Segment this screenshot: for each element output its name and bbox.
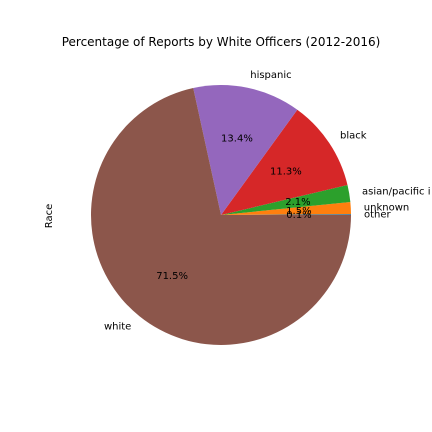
pie-slice-hispanic xyxy=(193,85,298,216)
y-axis-label: Race xyxy=(44,204,55,229)
pct-label-hispanic: 13.4% xyxy=(221,134,253,145)
pct-label-asian-pacific-i: 2.1% xyxy=(285,197,310,208)
slice-label-unknown: unknown xyxy=(364,202,409,213)
chart-title: Percentage of Reports by White Officers … xyxy=(62,35,381,49)
pie-slice-unknown xyxy=(221,201,351,215)
pie-slices xyxy=(91,85,352,346)
slice-label-asian-pacific-i: asian/pacific i xyxy=(362,186,430,197)
pie-slice-asian-pacific-i xyxy=(221,185,351,215)
pie-slice-white xyxy=(91,88,352,346)
pie-slice-black xyxy=(221,109,348,215)
pie-labels: other 0.1% unknown 1.5% asian/pacific i 2.1% b… xyxy=(104,70,431,332)
slice-label-white: white xyxy=(104,321,131,332)
pct-label-black: 11.3% xyxy=(270,167,302,178)
slice-label-black: black xyxy=(340,131,367,142)
pct-label-other: 0.1% xyxy=(286,210,311,221)
pct-label-unknown: 1.5% xyxy=(286,206,311,217)
pct-label-white: 71.5% xyxy=(156,271,188,282)
pie-slice-other xyxy=(221,214,351,215)
slice-label-other: other xyxy=(364,210,392,221)
slice-label-hispanic: hispanic xyxy=(250,70,291,81)
